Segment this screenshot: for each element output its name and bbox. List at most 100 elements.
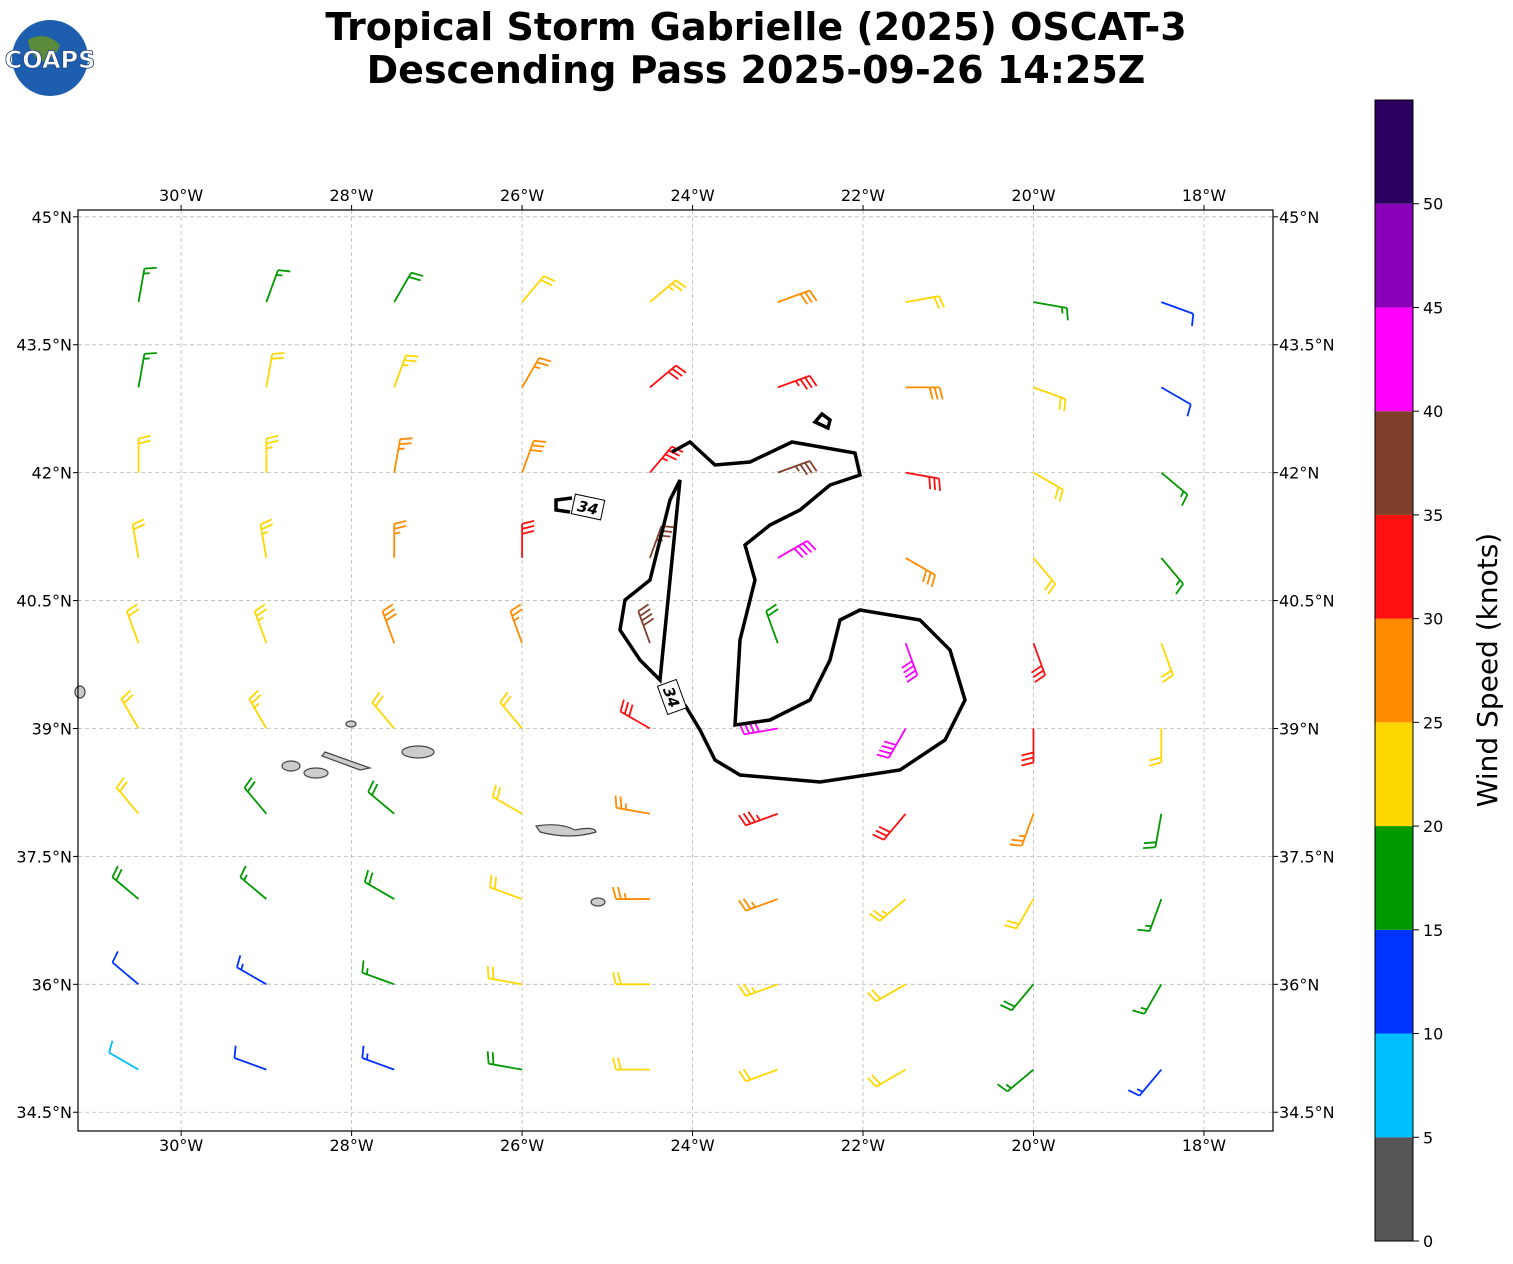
wind-barb (108, 1040, 139, 1071)
wind-barb (1161, 301, 1195, 327)
x-tick-label: 28°W (330, 1136, 374, 1155)
wind-barb (1033, 386, 1067, 412)
colorbar-tick-label: 20 (1423, 817, 1443, 836)
contour-line (812, 411, 832, 431)
x-tick-label: 18°W (1182, 186, 1226, 205)
wind-barb (393, 437, 413, 473)
wind-barb (137, 352, 157, 388)
wind-barb (367, 780, 395, 815)
wind-barb (371, 691, 395, 730)
wind-barb (499, 691, 523, 730)
colorbar-tick-label: 10 (1423, 1025, 1443, 1044)
colorbar-swatch (1375, 411, 1413, 515)
y-tick-label: 39°N (1279, 719, 1319, 738)
wind-barb (381, 603, 397, 644)
wind-barb (905, 295, 945, 309)
wind-barb (1149, 728, 1163, 767)
y-tick-label: 36°N (32, 975, 72, 994)
x-tick-label: 30°W (159, 1136, 203, 1155)
x-tick-label: 24°W (670, 186, 714, 205)
colorbar-swatch (1375, 826, 1413, 930)
wind-barb (738, 983, 779, 997)
wind-barb (489, 875, 523, 900)
wind-barb (248, 689, 268, 729)
map-area: 34 34 (74, 209, 1274, 1132)
wind-barb (126, 603, 140, 644)
colorbar-swatch (1375, 100, 1413, 204)
wind-barb (901, 642, 919, 683)
wind-barb (521, 275, 556, 303)
island (281, 760, 301, 772)
x-tick-label: 22°W (841, 186, 885, 205)
colorbar-tick-label: 0 (1423, 1232, 1433, 1251)
wind-barb (115, 777, 140, 815)
colorbar-swatch (1375, 307, 1413, 412)
colorbar-tick-label: 5 (1423, 1128, 1433, 1147)
y-tick-label: 43.5°N (16, 336, 72, 355)
logo-text: COAPS (5, 46, 96, 74)
contour-label-box (570, 493, 606, 521)
x-tick-label: 26°W (500, 1136, 544, 1155)
wind-barb (869, 898, 907, 922)
wind-barb (111, 950, 140, 986)
wind-barb (1160, 557, 1184, 595)
wind-barb (866, 1068, 907, 1088)
wind-barb (1127, 1069, 1163, 1097)
wind-barb (649, 525, 674, 559)
wind-barb (1033, 471, 1064, 502)
colorbar: 0 5 10 15 20 25 30 35 40 45 50 (1374, 99, 1443, 1251)
wind-barb (649, 364, 687, 389)
wind-barb (1137, 898, 1163, 932)
wind-barb (1009, 813, 1035, 847)
wind-barb (137, 434, 151, 473)
wind-barb (905, 471, 941, 491)
colorbar-swatch (1375, 618, 1413, 723)
wind-barb (649, 279, 687, 303)
wind-barb (486, 1051, 523, 1071)
wind-barb (876, 728, 907, 759)
island (321, 751, 373, 771)
wind-barb (1143, 813, 1163, 850)
wind-barb (777, 289, 818, 305)
wind-barb (131, 518, 146, 559)
wind-barb (361, 1045, 395, 1071)
colorbar-tick-label: 45 (1423, 298, 1443, 317)
wind-barb (996, 1068, 1035, 1093)
map-background (78, 210, 1273, 1131)
wind-barb (137, 266, 157, 303)
colorbar-swatch (1375, 1137, 1413, 1241)
y-tick-label: 40.5°N (1279, 592, 1335, 611)
wind-barb (777, 460, 818, 476)
wind-barb (872, 813, 907, 841)
wind-barb (393, 354, 419, 388)
contour-label: 34 (570, 493, 606, 521)
wind-barb (905, 386, 944, 400)
wind-barb (777, 540, 817, 559)
colorbar-swatch (1375, 722, 1413, 827)
wind-barb (393, 520, 407, 558)
x-tick-label: 20°W (1011, 186, 1055, 205)
wind-barb (120, 689, 140, 729)
island (590, 897, 606, 907)
colorbar-tick-label: 40 (1423, 402, 1443, 421)
colorbar-label: Wind Speed (knots) (1471, 533, 1504, 807)
y-tick-label: 42°N (1279, 464, 1319, 483)
wind-barb (614, 795, 651, 815)
wind-barb (265, 434, 279, 473)
x-tick-label: 22°W (841, 1136, 885, 1155)
wind-barb (509, 603, 523, 644)
wind-barb (491, 784, 523, 815)
colorbar-swatch (1375, 1033, 1413, 1138)
colorbar-tick-label: 30 (1423, 610, 1443, 629)
title-line: Tropical Storm Gabrielle (2025) OSCAT-3 (325, 5, 1186, 49)
wind-barb (612, 1057, 650, 1071)
wind-barb (363, 869, 395, 900)
colorbar-swatch (1375, 203, 1413, 308)
x-tick-label: 30°W (159, 186, 203, 205)
colorbar-tick-label: 15 (1423, 921, 1443, 940)
wind-barb (1160, 386, 1192, 417)
colorbar-swatch (1375, 514, 1413, 619)
wind-barb (765, 603, 779, 644)
y-tick-label: 42°N (32, 464, 72, 483)
